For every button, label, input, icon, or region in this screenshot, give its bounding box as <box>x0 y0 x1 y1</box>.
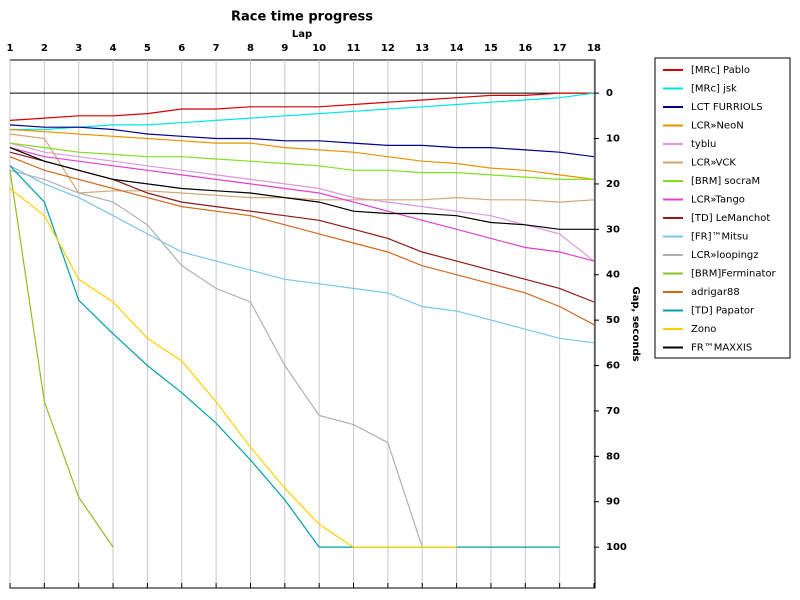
x-tick-label: 13 <box>415 43 429 54</box>
x-tick-label: 8 <box>247 43 254 54</box>
series-line <box>9 128 595 180</box>
x-tick-label: 11 <box>347 43 361 54</box>
chart-title: Race time progress <box>231 10 373 25</box>
x-tick-label: 2 <box>41 43 48 54</box>
x-tick-label: 12 <box>381 43 395 54</box>
series-line <box>9 156 595 326</box>
series-line <box>9 188 457 548</box>
legend-label: LCR»Tango <box>691 195 745 206</box>
series-line <box>9 170 114 548</box>
legend: [MRc] Pablo [MRc] jsk LCT FURRIOLS LCR»NeoN… <box>663 65 777 354</box>
x-tick-label: 6 <box>178 43 185 54</box>
y-tick-label: 30 <box>606 224 620 235</box>
series-line <box>9 142 594 180</box>
legend-label: LCR»VCK <box>691 158 736 169</box>
y-axis-title: Gap, seconds <box>630 286 641 361</box>
legend-label: Zono <box>691 324 716 335</box>
legend-label: [TD] LeManchot <box>691 213 770 224</box>
legend-label: [MRc] jsk <box>691 84 737 95</box>
series-line <box>9 124 595 158</box>
y-tick-label: 0 <box>606 88 613 99</box>
y-tick-label: 40 <box>606 270 620 281</box>
series-line <box>10 92 595 131</box>
series-line <box>9 147 594 230</box>
legend-label: [TD] Papator <box>691 306 755 317</box>
legend-label: LCR»loopingz <box>691 250 759 261</box>
y-tick-label: 10 <box>606 134 620 145</box>
legend-label: LCT FURRIOLS <box>691 102 763 113</box>
series-line <box>9 151 595 303</box>
lines <box>9 92 595 548</box>
legend-label: LCR»NeoN <box>691 121 744 132</box>
legend-label: tyblu <box>691 139 716 150</box>
x-tick-label: 9 <box>281 43 288 54</box>
series-line <box>9 133 595 203</box>
x-tick-label: 3 <box>75 43 82 54</box>
y-tick-label: 60 <box>606 361 620 372</box>
grid: 1 2 3 4 5 6 7 8 9 10 11 12 13 14 15 16 17 180102030405060… <box>7 43 627 588</box>
x-tick-label: 18 <box>587 43 601 54</box>
legend-label: [MRc] Pablo <box>691 65 750 76</box>
legend-label: [BRM] socraM <box>691 176 760 187</box>
x-axis-title: Lap <box>292 29 312 40</box>
series-line <box>9 92 594 121</box>
y-tick-label: 20 <box>606 179 620 190</box>
legend-label: adrigar88 <box>691 287 740 298</box>
series-line <box>9 165 560 548</box>
y-tick-label: 90 <box>606 497 620 508</box>
series-line <box>9 165 595 344</box>
y-tick-label: 100 <box>606 542 627 553</box>
legend-label: FR™MAXXIS <box>691 343 752 354</box>
y-tick-label: 50 <box>606 315 620 326</box>
x-tick-label: 16 <box>518 43 532 54</box>
x-tick-label: 4 <box>110 43 117 54</box>
y-tick-label: 70 <box>606 406 620 417</box>
x-tick-label: 5 <box>144 43 151 54</box>
x-tick-label: 17 <box>553 43 567 54</box>
series-line <box>9 142 595 262</box>
x-tick-label: 15 <box>484 43 498 54</box>
x-tick-label: 10 <box>312 43 326 54</box>
legend-label: [BRM]Ferminator <box>691 269 777 280</box>
x-tick-label: 1 <box>7 43 14 54</box>
legend-label: [FR]™Mitsu <box>691 232 748 243</box>
series-line <box>9 147 595 262</box>
x-tick-label: 7 <box>213 43 220 54</box>
series-line <box>9 169 423 548</box>
x-tick-label: 14 <box>450 43 464 54</box>
y-tick-label: 80 <box>606 451 620 462</box>
